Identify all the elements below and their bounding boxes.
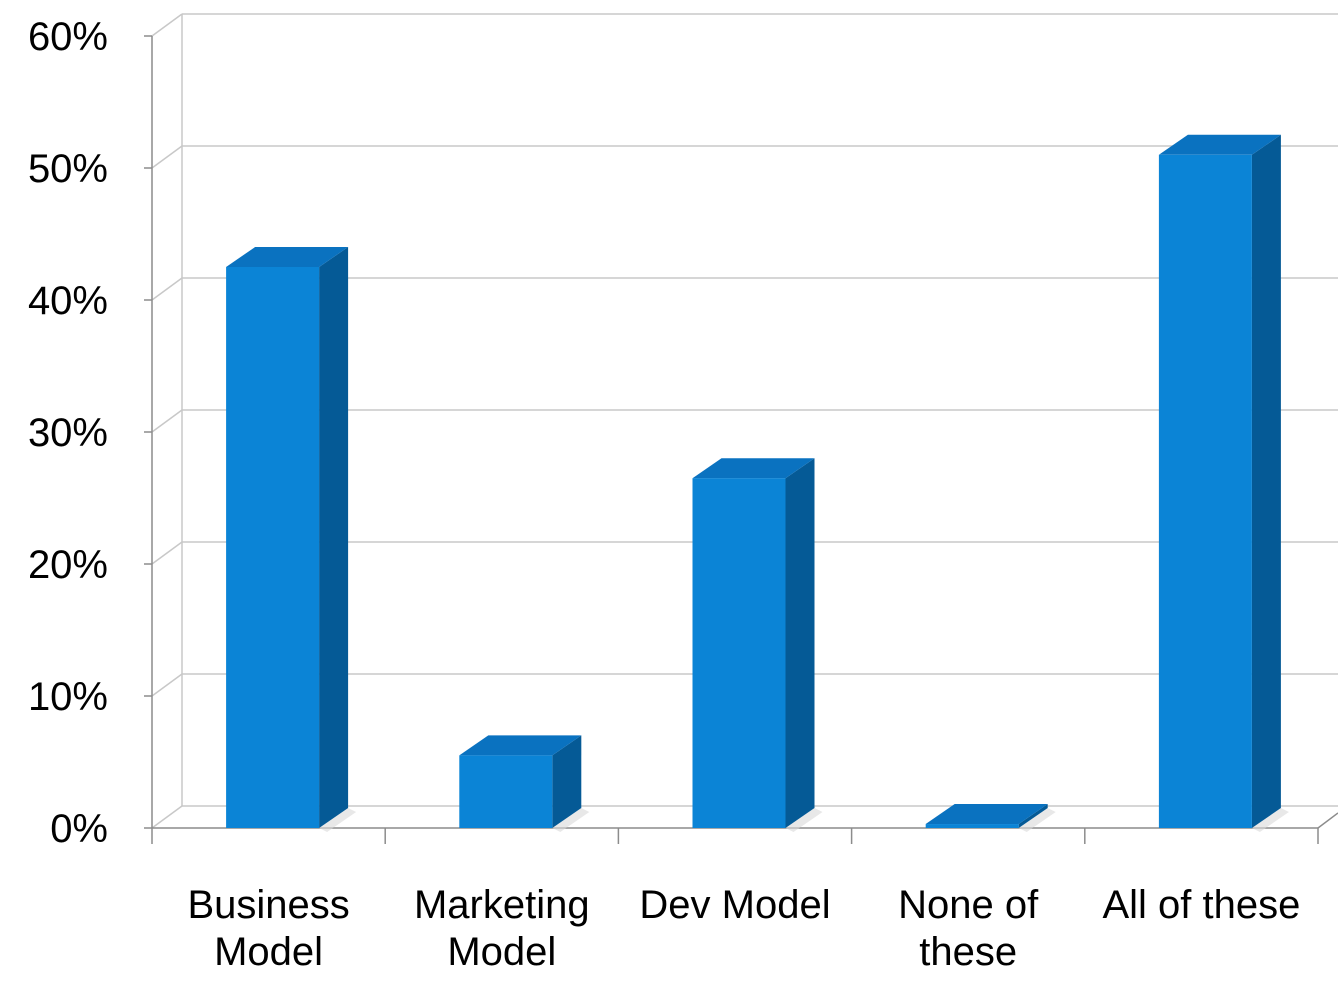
- x-tick-label: None of these: [898, 883, 1039, 974]
- bar-top: [1158, 134, 1281, 155]
- bar: [459, 735, 590, 832]
- bar-front: [459, 755, 553, 828]
- bar-shadow: [785, 808, 823, 832]
- bar-front: [692, 478, 786, 828]
- bar-shadow: [319, 808, 357, 832]
- y-axis-tick-labels: 0% 10% 20% 30% 40% 50% 60%: [28, 15, 108, 851]
- bar-top: [459, 735, 582, 756]
- bar-front: [226, 267, 320, 828]
- y-tick-label: 40%: [28, 279, 108, 323]
- bar-side: [1018, 804, 1048, 828]
- bar-side: [552, 735, 582, 828]
- y-tick-label: 10%: [28, 675, 108, 719]
- gridline-side: [151, 13, 183, 37]
- bar-top: [692, 458, 815, 479]
- gridline-side: [151, 145, 183, 169]
- bar-top: [226, 247, 349, 267]
- bar-top: [925, 804, 1048, 825]
- x-tick-label: All of these: [1102, 883, 1300, 927]
- bar-shadow: [1251, 808, 1289, 832]
- gridline-side: [151, 541, 183, 565]
- x-tick-label: Marketing Model: [414, 883, 590, 974]
- bar-side: [319, 247, 349, 828]
- bar: [1158, 134, 1289, 832]
- bar-side: [785, 458, 815, 828]
- bars: [226, 134, 1289, 832]
- y-tick-label: 50%: [28, 147, 108, 191]
- gridline-side: [151, 805, 183, 829]
- bar: [925, 804, 1056, 832]
- bar-side: [1251, 134, 1281, 829]
- bar: [226, 247, 357, 832]
- x-tick-label: Business Model: [187, 883, 349, 974]
- y-tick-label: 60%: [28, 15, 108, 59]
- x-axis-tick-labels: Business Model Marketing Model Dev Model None…: [187, 883, 1300, 974]
- floor-edge: [1317, 812, 1338, 829]
- y-tick-label: 0%: [50, 807, 108, 851]
- bar-shadow: [552, 808, 590, 832]
- bar-front: [925, 824, 1019, 828]
- bar-front: [1158, 154, 1252, 829]
- gridline-side: [151, 409, 183, 433]
- gridline-side: [151, 277, 183, 301]
- gridline-side: [151, 673, 183, 697]
- bar: [692, 458, 823, 832]
- x-tick-label: Dev Model: [639, 883, 830, 927]
- y-tick-label: 20%: [28, 543, 108, 587]
- y-tick-label: 30%: [28, 411, 108, 455]
- bar-shadow: [1018, 808, 1056, 832]
